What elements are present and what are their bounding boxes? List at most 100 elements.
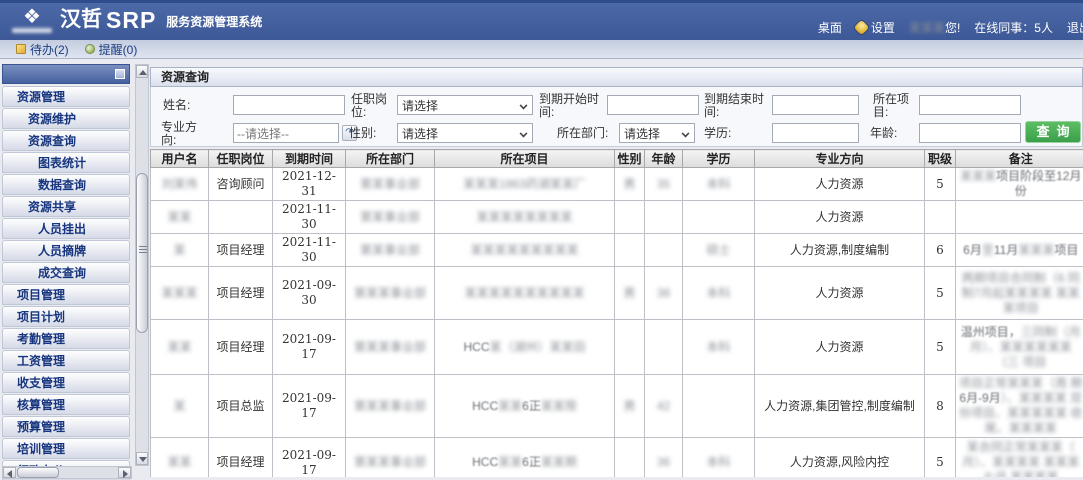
direction-picker-icon[interactable]: ↷ [342,125,357,141]
cell-education [682,374,755,438]
cell-position: 项目经理 [208,319,273,375]
cell-direction: 人力资源 [754,167,925,201]
scroll-up-button[interactable] [136,65,148,78]
cell-due-date: 2021-09-17 [272,374,346,438]
column-header-position: 任职岗位 [208,149,273,168]
sidebar-item-staff-delisting[interactable]: 人员摘牌 [2,240,130,261]
arrow-down-icon [139,457,147,462]
sidebar-vertical-scrollbar[interactable] [135,64,149,466]
cell-direction: 人力资源,制度编制 [754,233,925,267]
table-row[interactable]: 某项目经理 2021-11-30 第某事业部 某某某某某某某某某 硕士 人力资源,制度编制… [150,233,1083,267]
cell-gender [614,233,645,267]
cell-education: 本科 [682,266,755,320]
hscrollbar-thumb[interactable] [17,467,59,478]
app-brand: ❖ 汉哲 SRP 服务资源管理系统 [12,7,262,33]
sidebar-menu: 资源管理 资源维护 资源查询 图表统计 数据查询 资源共享 人员挂出 人员摘牌 成交查询 项目管理… [2,86,150,480]
edu-input[interactable] [772,123,859,143]
scroll-left-button[interactable] [3,467,16,478]
scroll-right-button[interactable] [118,467,131,478]
cell-gender [614,200,645,234]
sidebar-item-resource-share[interactable]: 资源共享 [2,196,130,217]
table-row[interactable]: 某某 项目经理 2021-09-17 第某某事业部 HCC某（湖州）某某田 本科 人力资源 5… [150,319,1083,375]
cell-username: 某某某 [150,266,209,320]
desktop-link[interactable]: 桌面 [817,21,842,35]
page-title: 资源查询 [150,67,1083,87]
dept-select[interactable]: 请选择 [619,123,695,143]
cell-username: 某某 [150,319,209,375]
todo-link[interactable]: 待办(2) [16,41,69,58]
sidebar-item-resource-query[interactable]: 资源查询 [2,130,130,151]
cell-age: 42 [644,374,683,438]
sidebar-item-accounting-mgmt[interactable]: 核算管理 [2,394,130,415]
cell-direction: 人力资源,风险内控 [754,437,925,477]
chevron-down-icon [519,101,528,110]
sidebar-item-deal-query[interactable]: 成交查询 [2,262,130,283]
cell-remark: 两期项目合同制（6 同制7月起某某某某 某某 某项目 [955,266,1083,320]
quick-toolbar: 待办(2) 提醒(0) [0,40,1083,59]
direction-label: 专业方向: [161,120,198,147]
cell-gender [614,437,645,477]
settings-link[interactable]: 设置 [853,19,895,36]
cell-project: 某某某1863药湖某某厂 [434,167,615,201]
sidebar-horizontal-scrollbar[interactable] [2,466,132,479]
logout-link[interactable]: 退出 [1066,21,1083,35]
sidebar-item-budget-mgmt[interactable]: 预算管理 [2,416,130,437]
column-header-gender: 性别 [614,149,645,168]
main-panel: 资源查询 姓名: 任职岗位: 请选择 到期开始时间: 到期结束时间: 所在项目:… [150,59,1083,477]
cell-remark [955,200,1083,234]
age-label: 年龄: [870,126,898,140]
remind-link[interactable]: 提醒(0) [84,41,137,58]
table-row[interactable]: 某某某 项目经理 2021-09-30 第某某事业部 某某某某某某某某某某男 38 本科 人力… [150,266,1083,320]
end-date-input[interactable] [772,95,859,115]
cell-level: 6 [924,233,956,267]
chevron-down-icon [681,129,690,138]
column-header-age: 年龄 [644,149,683,168]
sidebar-item-attendance-mgmt[interactable]: 考勤管理 [2,328,130,349]
search-button[interactable]: 查询 [1025,121,1081,143]
cell-position: 项目经理 [208,437,273,477]
cell-level: 5 [924,319,956,375]
sidebar-item-resource-maintain[interactable]: 资源维护 [2,108,130,129]
todo-icon [16,44,26,54]
name-input[interactable] [233,95,345,115]
position-select[interactable]: 请选择 [397,95,533,115]
table-row[interactable]: 某某 2021-11-30 第某事业部 某某某某某某某某 人力资源 [150,200,1083,234]
project-input[interactable] [919,95,1021,115]
column-header-department: 所在部门 [345,149,435,168]
sidebar-item-staff-listing[interactable]: 人员挂出 [2,218,130,239]
result-table: 用户名 任职岗位 到期时间 所在部门 所在项目 性别 年龄 学历 专业方向 职级 备注 刘某伟 咨询顾… [150,149,1083,477]
cell-remark: 6月至11月某某某项目 [955,233,1083,267]
sidebar-item-data-query[interactable]: 数据查询 [2,174,130,195]
start-date-label: 到期开始时间: [539,92,600,119]
scrollbar-thumb[interactable] [136,173,148,333]
sidebar-item-income-expense-mgmt[interactable]: 收支管理 [2,372,130,393]
table-row[interactable]: 某项目总监 2021-09-17 第某某事业部 HCC某某6正某某限男 42 人力资源,集… [150,374,1083,438]
search-form: 姓名: 任职岗位: 请选择 到期开始时间: 到期结束时间: 所在项目: 专业方向… [150,87,1083,147]
sidebar-item-chart-stats[interactable]: 图表统计 [2,152,130,173]
logo-icon: ❖ [23,6,41,28]
brand-name-cn: 汉哲 [60,8,102,31]
direction-input[interactable] [233,123,339,143]
cell-position: 项目经理 [208,266,273,320]
app-header: ❖ 汉哲 SRP 服务资源管理系统 桌面 设置 某某某您! 在线同事：5人 退出 [0,0,1083,40]
cell-direction: 人力资源 [754,266,925,320]
age-input[interactable] [919,123,1021,143]
collapse-icon[interactable] [115,69,125,79]
sidebar-item-project-mgmt[interactable]: 项目管理 [2,284,130,305]
start-date-input[interactable] [607,95,699,115]
cell-level [924,200,956,234]
cell-department: 第某事业部 [345,200,435,234]
sidebar-item-project-plan[interactable]: 项目计划 [2,306,130,327]
table-row[interactable]: 某某 项目经理 2021-09-17 第某某事业部 HCC某某6正某某期 36 本科 人力资源… [150,437,1083,477]
sidebar-header [2,64,130,84]
project-label: 所在项目: [873,92,910,119]
cell-education: 本科 [682,319,755,375]
scroll-down-button[interactable] [136,452,148,465]
online-count: 在线同事：5人 [974,21,1053,35]
cell-remark: 项目正常某某某（周 期6月-9月）、某某某某 双份项目、某某某某某 收尾、某某某… [955,374,1083,438]
table-row[interactable]: 刘某伟 咨询顾问 2021-12-31 第某事业部 某某某1863药湖某某厂男 35 本科人… [150,167,1083,201]
sidebar-item-salary-mgmt[interactable]: 工资管理 [2,350,130,371]
gender-select[interactable]: 请选择 [397,123,533,143]
sidebar-item-resource-mgmt[interactable]: 资源管理 [2,86,130,107]
sidebar-item-training-mgmt[interactable]: 培训管理 [2,438,130,459]
